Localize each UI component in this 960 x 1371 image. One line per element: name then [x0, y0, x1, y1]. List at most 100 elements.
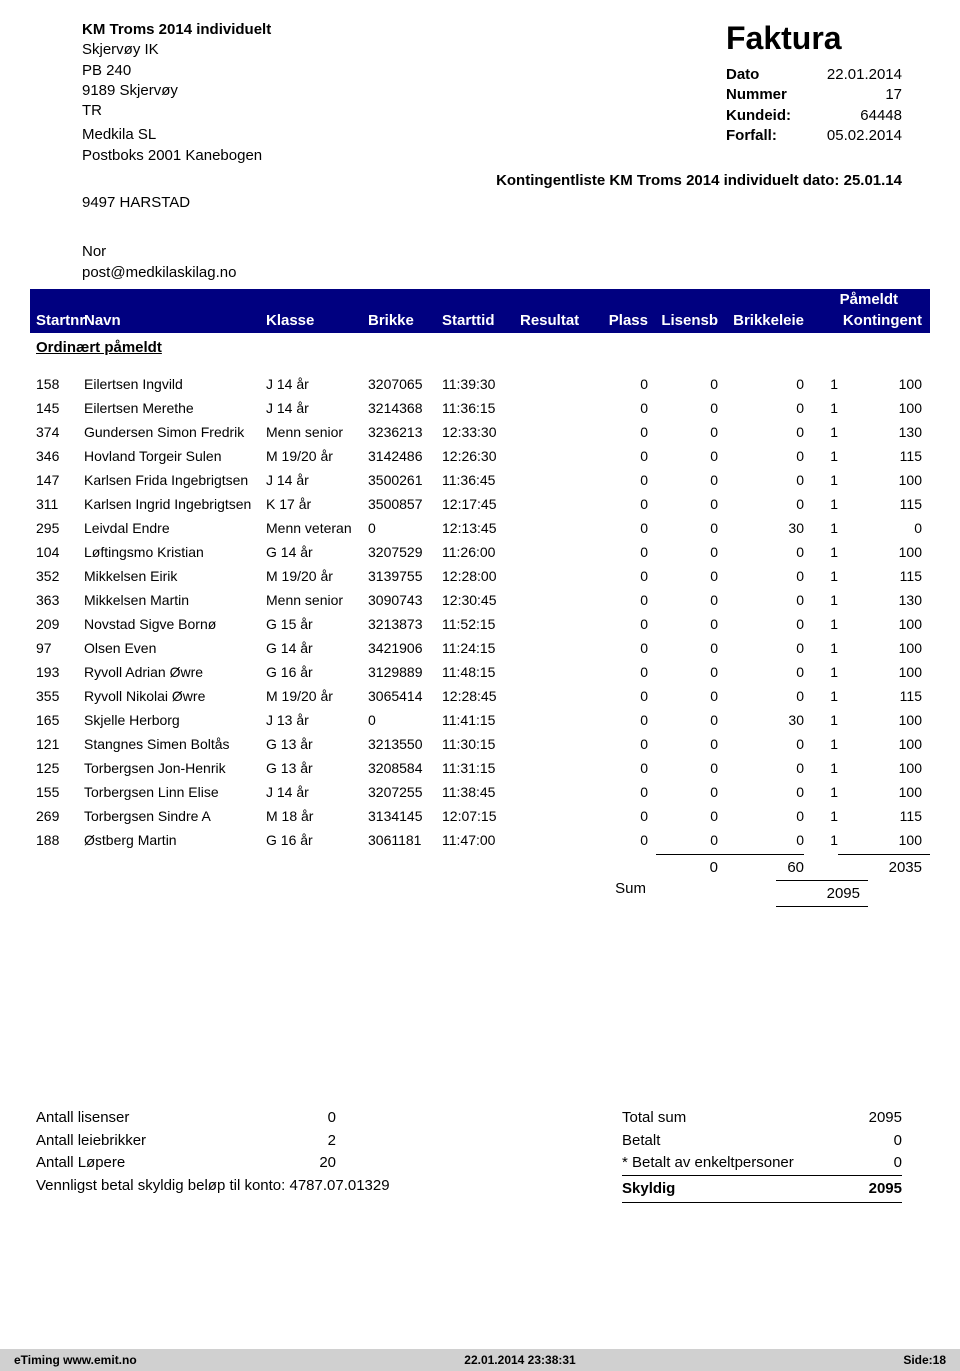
cell-pameldt: 1 — [804, 760, 838, 776]
hdr-navn: Navn — [84, 312, 266, 329]
dato-label: Dato — [726, 65, 798, 85]
nummer-label: Nummer — [726, 85, 798, 105]
cell-navn: Torbergsen Sindre A — [84, 808, 266, 824]
table-row: 158Eilertsen IngvildJ 14 år320706511:39:… — [30, 372, 930, 396]
cell-startnr: 104 — [30, 544, 84, 560]
cell-brikkeleie: 0 — [718, 424, 804, 440]
table-row: 97Olsen EvenG 14 år342190611:24:15000110… — [30, 636, 930, 660]
cell-plass: 0 — [596, 616, 656, 632]
cell-brikkeleie: 0 — [718, 640, 804, 656]
cell-kontingent: 100 — [838, 544, 930, 560]
table-row: 165Skjelle HerborgJ 13 år011:41:15003011… — [30, 708, 930, 732]
ordinaert-pameldt: Ordinært påmeldt — [30, 333, 930, 372]
cell-kontingent: 115 — [838, 688, 930, 704]
cell-startnr: 158 — [30, 376, 84, 392]
cell-klasse: G 13 år — [266, 760, 368, 776]
cell-brikkeleie: 0 — [718, 688, 804, 704]
cell-startnr: 145 — [30, 400, 84, 416]
cell-plass: 0 — [596, 736, 656, 752]
cell-navn: Mikkelsen Eirik — [84, 568, 266, 584]
cell-startnr: 97 — [30, 640, 84, 656]
cell-pameldt: 1 — [804, 688, 838, 704]
cell-pameldt: 1 — [804, 400, 838, 416]
recipient-name: Medkila SL — [82, 125, 271, 145]
cell-resultat — [520, 424, 596, 440]
cell-starttid: 12:07:15 — [442, 808, 520, 824]
cell-starttid: 11:36:45 — [442, 472, 520, 488]
cell-pameldt: 1 — [804, 376, 838, 392]
cell-pameldt: 1 — [804, 496, 838, 512]
cell-navn: Torbergsen Linn Elise — [84, 784, 266, 800]
cell-starttid: 11:30:15 — [442, 736, 520, 752]
cell-starttid: 11:47:00 — [442, 832, 520, 848]
cell-brikkeleie: 0 — [718, 496, 804, 512]
cell-klasse: Menn senior — [266, 424, 368, 440]
cell-brikkeleie: 30 — [718, 520, 804, 536]
cell-kontingent: 100 — [838, 832, 930, 848]
cell-resultat — [520, 400, 596, 416]
forfall-label: Forfall: — [726, 126, 798, 146]
cell-startnr: 346 — [30, 448, 84, 464]
faktura-title: Faktura — [726, 20, 902, 57]
cell-brikke: 0 — [368, 520, 442, 536]
cell-kontingent: 130 — [838, 424, 930, 440]
cell-plass: 0 — [596, 592, 656, 608]
cell-pameldt: 1 — [804, 832, 838, 848]
cell-resultat — [520, 688, 596, 704]
cell-kontingent: 100 — [838, 400, 930, 416]
cell-startnr: 147 — [30, 472, 84, 488]
totals-lisensb: 0 — [656, 854, 718, 876]
cell-brikke: 3065414 — [368, 688, 442, 704]
cell-resultat — [520, 616, 596, 632]
cell-resultat — [520, 664, 596, 680]
cell-brikkeleie: 0 — [718, 808, 804, 824]
cell-starttid: 12:13:45 — [442, 520, 520, 536]
cell-resultat — [520, 832, 596, 848]
cell-startnr: 121 — [30, 736, 84, 752]
sum-label: Sum — [30, 880, 656, 907]
cell-resultat — [520, 784, 596, 800]
table-row: 125Torbergsen Jon-HenrikG 13 år320858411… — [30, 756, 930, 780]
cell-navn: Karlsen Frida Ingebrigtsen — [84, 472, 266, 488]
cell-startnr: 155 — [30, 784, 84, 800]
cell-brikkeleie: 0 — [718, 784, 804, 800]
nummer-value: 17 — [814, 85, 902, 105]
cell-klasse: M 19/20 år — [266, 448, 368, 464]
cell-starttid: 11:24:15 — [442, 640, 520, 656]
skyldig-label: Skyldig — [622, 1175, 842, 1204]
cell-starttid: 11:26:00 — [442, 544, 520, 560]
hdr-lisensb: Lisensb — [656, 312, 718, 329]
sum-row: Sum 2095 — [30, 876, 930, 907]
totals-kontingent: 2035 — [838, 854, 930, 876]
cell-brikke: 3213873 — [368, 616, 442, 632]
cell-navn: Eilertsen Ingvild — [84, 376, 266, 392]
sender-name: Skjervøy IK — [82, 40, 271, 60]
cell-brikkeleie: 0 — [718, 568, 804, 584]
cell-lisensb: 0 — [656, 520, 718, 536]
cell-starttid: 11:41:15 — [442, 712, 520, 728]
cell-kontingent: 100 — [838, 376, 930, 392]
totalsum-value: 2095 — [842, 1107, 902, 1130]
leiebrikker-value: 2 — [296, 1130, 336, 1153]
cell-lisensb: 0 — [656, 616, 718, 632]
cell-resultat — [520, 640, 596, 656]
table-row: 346Hovland Torgeir SulenM 19/20 år314248… — [30, 444, 930, 468]
cell-startnr: 363 — [30, 592, 84, 608]
forfall-value: 05.02.2014 — [814, 126, 902, 146]
totalsum-label: Total sum — [622, 1107, 842, 1130]
cell-kontingent: 115 — [838, 448, 930, 464]
hdr-starttid: Starttid — [442, 312, 520, 329]
cell-lisensb: 0 — [656, 784, 718, 800]
cell-klasse: J 14 år — [266, 376, 368, 392]
table-row: 145Eilertsen MeretheJ 14 år321436811:36:… — [30, 396, 930, 420]
cell-brikke: 3134145 — [368, 808, 442, 824]
cell-brikkeleie: 0 — [718, 472, 804, 488]
cell-kontingent: 100 — [838, 760, 930, 776]
cell-kontingent: 130 — [838, 592, 930, 608]
cell-lisensb: 0 — [656, 712, 718, 728]
hdr-klasse: Klasse — [266, 312, 368, 329]
table-row: 352Mikkelsen EirikM 19/20 år313975512:28… — [30, 564, 930, 588]
cell-brikkeleie: 0 — [718, 760, 804, 776]
cell-navn: Gundersen Simon Fredrik — [84, 424, 266, 440]
cell-brikke: 3208584 — [368, 760, 442, 776]
